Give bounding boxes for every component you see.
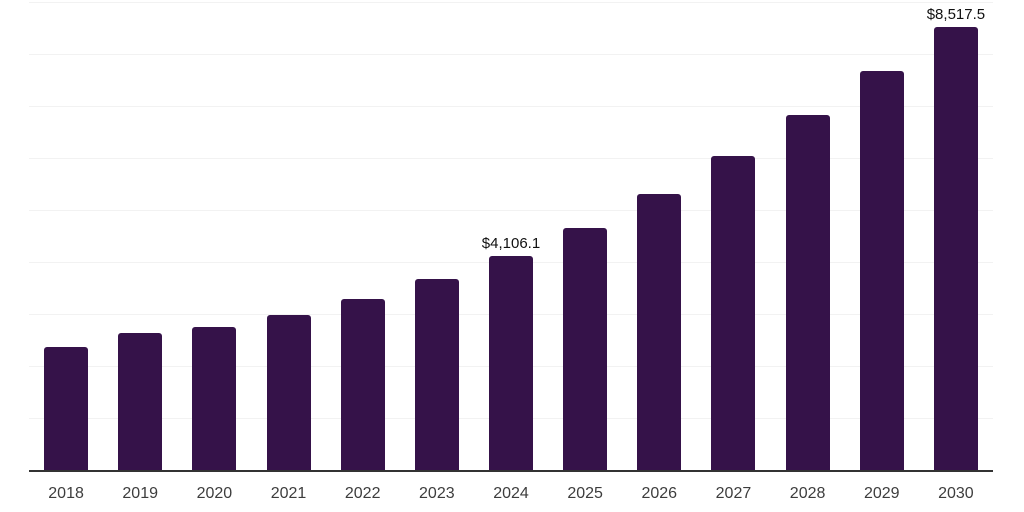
bar-2019 bbox=[118, 332, 163, 470]
x-axis-line bbox=[29, 470, 993, 472]
bar-2020 bbox=[192, 327, 237, 470]
x-axis-label-2026: 2026 bbox=[641, 485, 678, 502]
bar-2018 bbox=[44, 347, 89, 470]
bar-2028 bbox=[785, 114, 830, 470]
bar-2026 bbox=[637, 194, 682, 470]
x-axis-label-2029: 2029 bbox=[863, 485, 900, 502]
gridline bbox=[29, 106, 993, 107]
gridline bbox=[29, 158, 993, 159]
x-axis-label-2028: 2028 bbox=[789, 485, 826, 502]
bar-value-label-2024: $4,106.1 bbox=[481, 235, 541, 253]
bar-2030 bbox=[933, 27, 978, 470]
x-axis-label-2018: 2018 bbox=[48, 485, 84, 502]
x-axis-label-2022: 2022 bbox=[344, 485, 381, 502]
gridline bbox=[29, 2, 993, 3]
x-axis-label-2020: 2020 bbox=[196, 485, 233, 502]
x-axis-label-2030: 2030 bbox=[938, 485, 974, 502]
x-axis-label-2027: 2027 bbox=[715, 485, 752, 502]
bar-2023 bbox=[414, 278, 459, 470]
x-axis-label-2021: 2021 bbox=[270, 485, 307, 502]
bar-2027 bbox=[711, 156, 756, 470]
x-axis-label-2024: 2024 bbox=[493, 485, 529, 502]
bar-2024 bbox=[489, 256, 533, 470]
bar-2029 bbox=[859, 71, 904, 470]
bar-2021 bbox=[266, 314, 311, 470]
gridline bbox=[29, 54, 993, 55]
gridline bbox=[29, 210, 993, 211]
bar-2022 bbox=[340, 298, 385, 470]
bar-value-label-2030: $8,517.5 bbox=[926, 6, 986, 24]
bar-2025 bbox=[563, 228, 608, 470]
x-axis-label-2025: 2025 bbox=[567, 485, 603, 502]
x-axis-label-2023: 2023 bbox=[419, 485, 455, 502]
x-axis-label-2019: 2019 bbox=[122, 485, 158, 502]
